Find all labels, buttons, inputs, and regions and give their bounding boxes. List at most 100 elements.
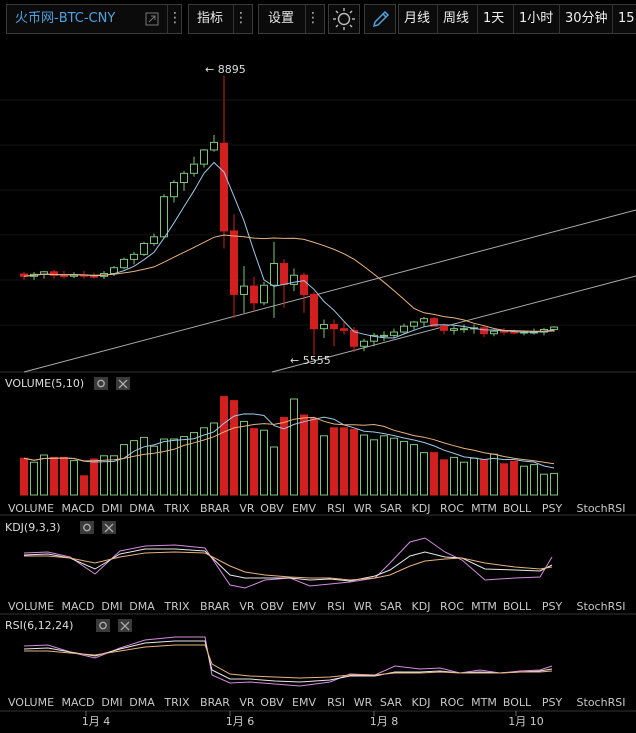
indicator-tab-boll[interactable]: BOLL <box>503 696 532 709</box>
indicator-tab-trix[interactable]: TRIX <box>163 502 190 515</box>
kdj-settings-icon[interactable] <box>80 521 94 534</box>
indicator-tab-brar[interactable]: BRAR <box>200 696 230 709</box>
interval-month[interactable]: 月线 <box>404 11 431 26</box>
candle-body <box>550 326 558 331</box>
interval-week[interactable]: 周线 <box>437 5 474 33</box>
indicator-tab-obv[interactable]: OBV <box>260 600 284 613</box>
indicator-tab-volume[interactable]: VOLUME <box>8 502 54 515</box>
indicator-tab-stochrsi[interactable]: StochRSI <box>577 696 626 709</box>
indicator-tab-dmi[interactable]: DMI <box>101 696 122 709</box>
settings-button[interactable]: 设置 ⋮ <box>258 4 325 34</box>
indicator-tab-stochrsi[interactable]: StochRSI <box>577 600 626 613</box>
indicator-tab-roc[interactable]: ROC <box>440 502 464 515</box>
chart-toolbar: 火币网-BTC-CNY ⋮ 指标 ⋮ 设置 ⋮ 月线 周线 <box>0 0 636 40</box>
volume-close-icon[interactable] <box>116 377 130 390</box>
candle-body <box>140 242 148 255</box>
interval-1day[interactable]: 1天 <box>477 5 509 33</box>
indicator-tab-kdj[interactable]: KDJ <box>412 600 431 613</box>
pencil-icon <box>372 10 390 28</box>
trend-channel[interactable] <box>23 209 636 373</box>
candle-body <box>170 182 178 198</box>
indicator-tab-mtm[interactable]: MTM <box>471 696 497 709</box>
indicator-tab-roc[interactable]: ROC <box>440 600 464 613</box>
indicator-tab-vr[interactable]: VR <box>239 696 255 709</box>
indicators-button[interactable]: 指标 ⋮ <box>188 4 253 34</box>
volume-bar <box>500 463 508 496</box>
indicator-tab-wr[interactable]: WR <box>354 600 373 613</box>
symbol-selector[interactable]: 火币网-BTC-CNY ⋮ <box>6 4 182 34</box>
indicator-tab-dmi[interactable]: DMI <box>101 502 122 515</box>
indicator-tab-emv[interactable]: EMV <box>292 696 316 709</box>
candle-body <box>380 334 388 337</box>
indicator-tab-obv[interactable]: OBV <box>260 502 284 515</box>
indicator-tab-roc[interactable]: ROC <box>440 696 464 709</box>
volume-ma5-line <box>23 413 555 469</box>
indicator-tab-psy[interactable]: PSY <box>542 502 563 515</box>
volume-bar <box>520 465 528 496</box>
indicator-tab-kdj[interactable]: KDJ <box>412 696 431 709</box>
indicator-tab-rsi[interactable]: RSI <box>327 600 345 613</box>
volume-bar <box>290 398 298 496</box>
kdj-close-icon[interactable] <box>102 521 116 534</box>
indicator-tab-trix[interactable]: TRIX <box>163 696 190 709</box>
volume-bar <box>30 461 38 496</box>
indicator-tab-vr[interactable]: VR <box>239 600 255 613</box>
indicator-tab-emv[interactable]: EMV <box>292 600 316 613</box>
volume-bar <box>540 473 548 496</box>
kdj-d-line <box>24 551 553 581</box>
indicator-tab-mtm[interactable]: MTM <box>471 502 497 515</box>
indicator-tab-vr[interactable]: VR <box>239 502 255 515</box>
trend-line-upper <box>23 209 636 373</box>
indicator-tab-psy[interactable]: PSY <box>542 600 563 613</box>
indicator-tab-volume[interactable]: VOLUME <box>8 696 54 709</box>
settings-more-icon[interactable]: ⋮ <box>305 5 320 33</box>
expand-icon[interactable] <box>143 5 161 33</box>
indicator-tab-emv[interactable]: EMV <box>292 502 316 515</box>
candle-body <box>340 328 348 331</box>
indicator-tab-dma[interactable]: DMA <box>129 696 155 709</box>
interval-30min[interactable]: 30分钟 <box>559 5 613 33</box>
indicator-tab-rsi[interactable]: RSI <box>327 502 345 515</box>
indicator-tab-dma[interactable]: DMA <box>129 502 155 515</box>
indicator-tab-macd[interactable]: MACD <box>62 600 95 613</box>
indicator-tab-obv[interactable]: OBV <box>260 696 284 709</box>
x-axis-label: 1月 8 <box>370 715 399 728</box>
indicator-tab-boll[interactable]: BOLL <box>503 600 532 613</box>
indicator-tab-rsi[interactable]: RSI <box>327 696 345 709</box>
indicator-tab-brar[interactable]: BRAR <box>200 502 230 515</box>
draw-tool-button[interactable] <box>364 4 396 34</box>
interval-15min[interactable]: 15 <box>612 5 636 33</box>
interval-selector: 月线 周线 1天 1小时 30分钟 15 <box>398 4 636 34</box>
volume-bar <box>440 459 448 496</box>
symbol-more-icon[interactable]: ⋮ <box>167 5 181 33</box>
indicator-tab-macd[interactable]: MACD <box>62 502 95 515</box>
indicator-tab-sar[interactable]: SAR <box>380 600 403 613</box>
volume-bar <box>310 417 318 496</box>
volume-bar <box>150 445 158 496</box>
indicators-more-icon[interactable]: ⋮ <box>233 5 248 33</box>
interval-1hour[interactable]: 1小时 <box>513 5 558 33</box>
indicator-tab-mtm[interactable]: MTM <box>471 600 497 613</box>
indicator-tab-macd[interactable]: MACD <box>62 696 95 709</box>
indicator-tab-boll[interactable]: BOLL <box>503 502 532 515</box>
kline-chart[interactable]: ← 8895 ← 5555 VOLUME(5,10) VOLUME MACD DMI… <box>0 40 636 729</box>
indicator-tab-sar[interactable]: SAR <box>380 696 403 709</box>
indicator-tab-dmi[interactable]: DMI <box>101 600 122 613</box>
indicator-tab-trix[interactable]: TRIX <box>163 600 190 613</box>
volume-settings-icon[interactable] <box>94 377 108 390</box>
volume-bar <box>60 456 68 496</box>
volume-bar <box>180 436 188 496</box>
rsi-settings-icon[interactable] <box>96 619 110 632</box>
indicator-tab-brar[interactable]: BRAR <box>200 600 230 613</box>
indicator-tab-psy[interactable]: PSY <box>542 696 563 709</box>
indicator-tab-volume[interactable]: VOLUME <box>8 600 54 613</box>
indicator-tab-wr[interactable]: WR <box>354 696 373 709</box>
volume-bar <box>140 436 148 496</box>
indicator-tab-sar[interactable]: SAR <box>380 502 403 515</box>
theme-toggle-button[interactable] <box>328 4 360 34</box>
indicator-tab-stochrsi[interactable]: StochRSI <box>577 502 626 515</box>
indicator-tab-kdj[interactable]: KDJ <box>412 502 431 515</box>
rsi-close-icon[interactable] <box>118 619 132 632</box>
indicator-tab-wr[interactable]: WR <box>354 502 373 515</box>
indicator-tab-dma[interactable]: DMA <box>129 600 155 613</box>
